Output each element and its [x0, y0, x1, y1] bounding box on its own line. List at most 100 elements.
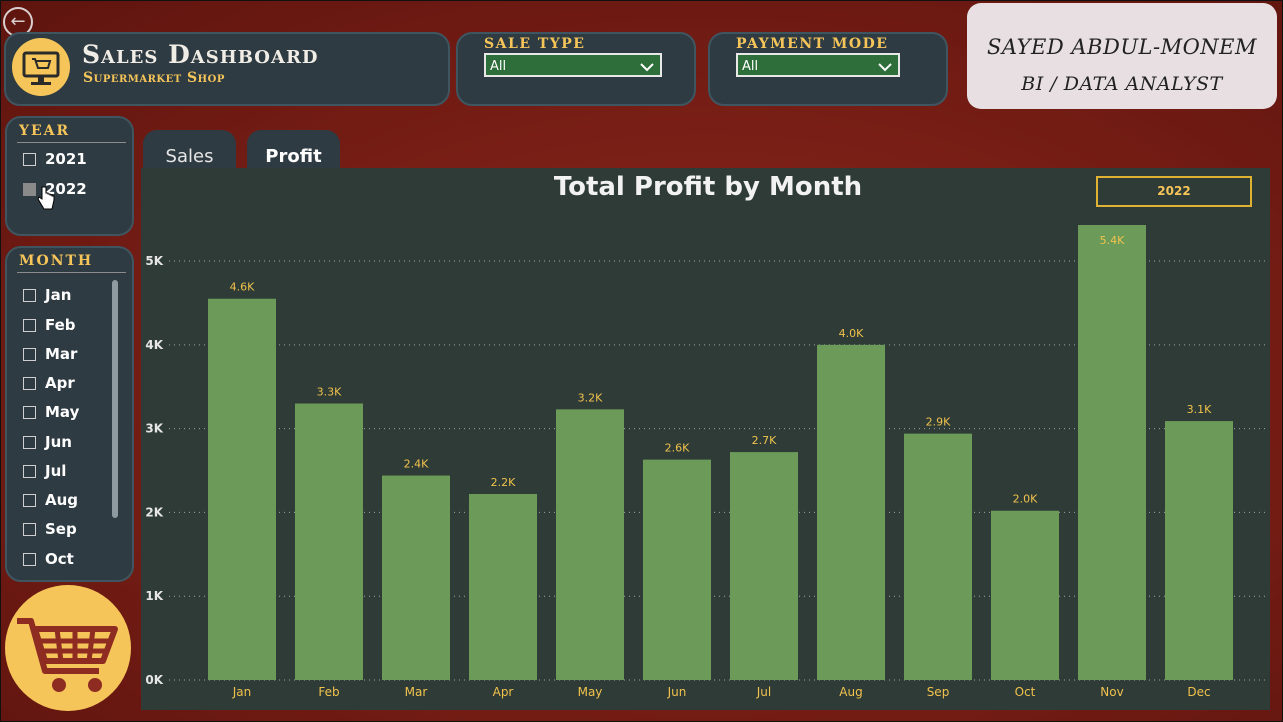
month-option-may[interactable]: May [23, 403, 79, 421]
page-subtitle: Supermarket Shop [83, 70, 225, 86]
sale-type-label: SALE TYPE [484, 36, 586, 52]
month-option-jan[interactable]: Jan [23, 286, 71, 304]
sale-type-filter: SALE TYPE All [456, 32, 696, 106]
x-tick-label: May [578, 685, 603, 699]
month-slicer: MONTH Jan Feb Mar Apr May Jun Jul Aug Se… [5, 246, 134, 582]
month-option-jun[interactable]: Jun [23, 433, 72, 451]
month-option-jul[interactable]: Jul [23, 462, 66, 480]
bar-jun[interactable] [643, 459, 711, 680]
bar-jan[interactable] [208, 298, 276, 680]
bar-apr[interactable] [469, 493, 537, 680]
x-tick-label: Aug [839, 685, 862, 699]
year-badge: 2022 [1096, 176, 1252, 207]
month-option-label: Sep [45, 520, 77, 538]
month-option-label: Jun [45, 433, 72, 451]
profit-chart-panel: Total Profit by Month 0K 1K 2K 3K 4K 5K 4.6K 3… [141, 168, 1270, 710]
checkbox[interactable] [23, 522, 36, 536]
x-tick-label: Dec [1187, 685, 1210, 699]
y-tick-label: 4K [145, 338, 163, 352]
month-option-apr[interactable]: Apr [23, 374, 75, 392]
data-label: 2.0K [1013, 493, 1038, 506]
month-option-feb[interactable]: Feb [23, 316, 76, 334]
month-option-label: Oct [45, 550, 74, 568]
tab-sales[interactable]: Sales [143, 130, 236, 172]
checkbox[interactable] [23, 318, 36, 332]
data-label: 3.2K [578, 391, 603, 404]
year-option-2021[interactable]: 2021 [23, 150, 87, 168]
year-option-label: 2021 [45, 150, 87, 168]
payment-mode-filter: PAYMENT MODE All [708, 32, 948, 106]
checkbox[interactable] [23, 464, 36, 478]
page-title: Sales Dashboard [82, 40, 319, 69]
x-tick-label: Oct [1015, 685, 1036, 699]
x-tick-label: Feb [318, 685, 339, 699]
checkbox[interactable] [23, 552, 36, 566]
bar-aug[interactable] [817, 344, 885, 680]
data-label: 3.3K [317, 385, 342, 398]
bar-may[interactable] [556, 409, 624, 680]
x-tick-label: Jun [667, 685, 687, 699]
month-slicer-scrollbar[interactable] [112, 280, 118, 518]
year-option-label: 2022 [45, 180, 87, 198]
bar-jul[interactable] [730, 452, 798, 680]
data-label: 4.6K [230, 281, 255, 294]
x-tick-label: Mar [405, 685, 428, 699]
year-slicer: YEAR 2021 2022 [5, 116, 134, 236]
y-tick-label: 3K [145, 422, 163, 436]
bar-nov[interactable] [1078, 225, 1146, 680]
month-option-label: Jan [45, 286, 72, 304]
month-option-mar[interactable]: Mar [23, 345, 77, 363]
month-option-oct[interactable]: Oct [23, 550, 74, 568]
divider [17, 272, 126, 273]
author-card: SAYED ABDUL-MONEM BI / DATA ANALYST [967, 3, 1277, 109]
x-tick-label: Sep [927, 685, 950, 699]
checkbox[interactable] [23, 182, 36, 196]
month-option-aug[interactable]: Aug [23, 491, 78, 509]
month-option-label: Aug [45, 491, 79, 509]
y-tick-label: 2K [145, 505, 163, 519]
data-label: 2.7K [752, 434, 777, 447]
bar-dec[interactable] [1165, 421, 1233, 680]
checkbox[interactable] [23, 288, 36, 302]
data-label: 2.6K [665, 442, 690, 455]
month-option-label: Feb [45, 316, 76, 334]
bar-mar[interactable] [382, 475, 450, 680]
month-option-label: Jul [45, 462, 67, 480]
sale-type-dropdown[interactable]: All [484, 53, 662, 77]
divider [17, 142, 126, 143]
checkbox[interactable] [23, 152, 36, 166]
checkbox[interactable] [23, 347, 36, 361]
bar-oct[interactable] [991, 510, 1059, 680]
year-slicer-label: YEAR [19, 123, 71, 139]
payment-mode-dropdown[interactable]: All [736, 53, 900, 77]
bar-sep[interactable] [904, 433, 972, 680]
shopping-cart-icon [5, 585, 131, 711]
data-label: 4.0K [839, 327, 864, 340]
monitor-cart-icon [12, 38, 70, 96]
y-tick-label: 0K [145, 673, 163, 687]
checkbox[interactable] [23, 493, 36, 507]
month-option-label: Mar [45, 345, 78, 363]
author-role: BI / DATA ANALYST [1021, 73, 1223, 95]
profit-bar-chart: Total Profit by Month 0K 1K 2K 3K 4K 5K 4.6K 3… [145, 172, 1265, 699]
checkbox[interactable] [23, 376, 36, 390]
y-tick-label: 1K [145, 589, 163, 603]
bar-feb[interactable] [295, 403, 363, 680]
payment-mode-label: PAYMENT MODE [736, 36, 889, 52]
month-option-sep[interactable]: Sep [23, 520, 77, 538]
y-tick-label: 5K [145, 254, 163, 268]
chevron-down-icon [878, 55, 892, 87]
data-label: 3.1K [1187, 403, 1212, 416]
year-option-2022[interactable]: 2022 [23, 180, 87, 198]
tab-profit[interactable]: Profit [247, 130, 340, 172]
month-slicer-label: MONTH [19, 253, 94, 269]
checkbox[interactable] [23, 405, 36, 419]
checkbox[interactable] [23, 435, 36, 449]
month-option-label: Apr [45, 374, 75, 392]
chart-title: Total Profit by Month [554, 172, 862, 202]
x-tick-label: Jan [232, 685, 252, 699]
data-label: 5.4K [1100, 234, 1125, 247]
chevron-down-icon [640, 55, 654, 87]
author-name: SAYED ABDUL-MONEM [986, 35, 1257, 59]
data-label: 2.9K [926, 416, 951, 429]
